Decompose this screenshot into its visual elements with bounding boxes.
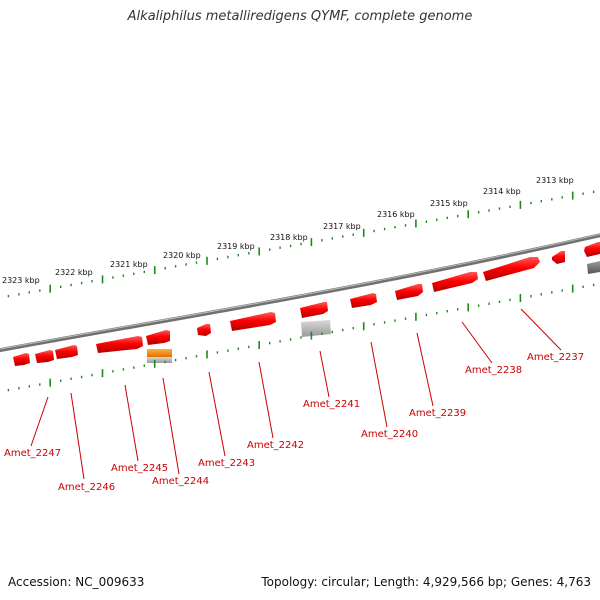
genome-backbone-highlight [0, 233, 600, 350]
scale-label: 2319 kbp [217, 242, 255, 251]
gene-arrow[interactable] [230, 312, 276, 331]
leader-line [520, 308, 562, 351]
scale-label: 2313 kbp [536, 176, 574, 185]
gene-arrow[interactable] [146, 330, 170, 345]
gene-arrow[interactable] [483, 257, 540, 281]
accession-label: Accession: NC_009633 [8, 575, 145, 589]
gene-label[interactable]: Amet_2247 [4, 448, 61, 459]
outer-scale-track [7, 190, 595, 298]
gene-arrow[interactable] [96, 336, 143, 353]
label-leaders [30, 308, 562, 480]
scale-label: 2315 kbp [430, 199, 468, 208]
gene-label[interactable]: Amet_2238 [465, 365, 522, 376]
gene-arrow[interactable] [35, 350, 54, 363]
scale-label: 2318 kbp [270, 233, 308, 242]
gene-label[interactable]: Amet_2237 [527, 352, 584, 363]
scale-label: 2321 kbp [110, 260, 148, 269]
other-feature[interactable] [587, 261, 600, 274]
gene-arrow[interactable] [432, 272, 478, 292]
leader-line [208, 371, 226, 457]
gene-label[interactable]: Amet_2241 [303, 399, 360, 410]
gene-arrow[interactable] [13, 353, 30, 366]
scale-labels: 2313 kbp 2314 kbp 2315 kbp 2316 kbp 2317… [2, 176, 574, 285]
gene-label[interactable]: Amet_2245 [111, 463, 168, 474]
gene-features [13, 242, 600, 366]
genome-backbone [0, 233, 600, 353]
scale-label: 2314 kbp [483, 187, 521, 196]
scale-label: 2323 kbp [2, 276, 40, 285]
leader-line [30, 396, 49, 447]
leader-line [162, 377, 180, 475]
gene-label[interactable]: Amet_2244 [152, 476, 209, 487]
pseudo-feature[interactable] [301, 320, 331, 337]
leader-line [124, 384, 139, 462]
gene-arrow[interactable] [300, 302, 328, 318]
gene-arrow[interactable] [584, 242, 600, 257]
pseudo-feature[interactable] [147, 357, 172, 363]
gene-arrow[interactable] [395, 284, 423, 300]
rna-feature[interactable] [147, 349, 172, 357]
scale-label: 2316 kbp [377, 210, 415, 219]
gene-label[interactable]: Amet_2239 [409, 408, 466, 419]
scale-label: 2322 kbp [55, 268, 93, 277]
gene-arrow[interactable] [552, 251, 565, 264]
inner-scale-track [7, 283, 595, 392]
leader-line [319, 350, 330, 398]
leader-line [461, 321, 493, 364]
scale-label: 2317 kbp [323, 222, 361, 231]
gene-arrow[interactable] [197, 324, 211, 336]
leader-line [70, 392, 85, 480]
gene-label[interactable]: Amet_2243 [198, 458, 255, 469]
scale-label: 2320 kbp [163, 251, 201, 260]
gene-labels: Amet_2237 Amet_2238 Amet_2239 Amet_2240 … [4, 352, 584, 493]
gene-arrow[interactable] [55, 345, 78, 359]
leader-line [370, 341, 388, 428]
genome-summary: Topology: circular; Length: 4,929,566 bp… [261, 575, 591, 589]
gene-arrow[interactable] [350, 293, 377, 308]
gene-label[interactable]: Amet_2246 [58, 482, 115, 493]
leader-line [416, 332, 434, 407]
gene-label[interactable]: Amet_2240 [361, 429, 418, 440]
genome-title: Alkaliphilus metalliredigens QYMF, compl… [127, 9, 473, 24]
leader-line [258, 361, 274, 439]
gene-label[interactable]: Amet_2242 [247, 440, 304, 451]
